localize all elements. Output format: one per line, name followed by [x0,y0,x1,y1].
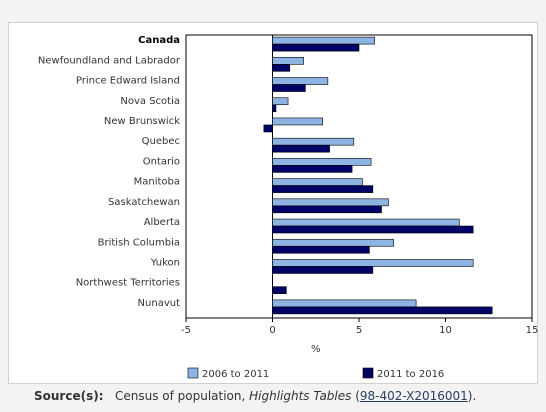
category-label: Canada [138,35,180,46]
legend-swatch [362,367,374,379]
bar-series-1 [272,299,417,308]
source-text: Census of population, [114,389,250,403]
x-tick-label: 0 [269,325,275,336]
source-note: Source(s): Census of population, Highlig… [34,389,540,403]
source-paren-open: ( [351,389,360,403]
legend-label: 2011 to 2016 [377,369,444,380]
category-label: Ontario [143,156,180,167]
category-label: British Columbia [98,237,180,248]
category-label: Nunavut [138,298,181,309]
bar-series-2 [272,165,353,173]
bar-series-2 [272,185,374,193]
bar-series-2 [272,84,306,92]
source-label: Source(s): [34,389,104,403]
legend-swatch [187,367,199,379]
x-tick-label: 15 [526,325,539,336]
bar-series-2 [272,286,287,294]
bar-series-2 [272,43,360,52]
bar-series-1 [272,158,372,166]
category-label: Prince Edward Island [76,76,180,87]
bar-series-1 [272,238,394,247]
plot-area [185,34,533,319]
bar-series-1 [272,137,355,146]
bar-series-1 [272,97,289,106]
bar-series-1 [272,77,329,85]
bar-series-1 [272,218,460,227]
bar-series-1 [272,259,474,267]
x-tick-label: 10 [439,325,452,336]
bar-series-2 [272,266,374,274]
category-label: Nova Scotia [120,96,180,107]
bar-series-2 [263,124,273,133]
category-label: Saskatchewan [108,197,180,208]
x-tick-label: 5 [356,325,362,336]
bar-series-2 [272,104,277,113]
bar-series-2 [272,306,493,315]
bar-series-2 [272,225,474,234]
category-label: New Brunswick [104,116,180,127]
x-tick-label: -5 [181,325,191,336]
category-label: Manitoba [134,177,180,188]
category-label: Newfoundland and Labrador [38,55,181,66]
bar-series-2 [272,205,382,214]
category-label: Northwest Territories [76,278,180,289]
bar-series-1 [272,57,304,65]
bar-series-2 [272,245,370,254]
category-label: Yukon [150,257,180,268]
source-italic-title: Highlights Tables [249,389,352,403]
legend-label: 2006 to 2011 [202,369,269,380]
bar-series-1 [272,178,363,186]
bar-series-1 [272,117,323,126]
bar-series-1 [272,198,389,207]
source-catalogue-link[interactable]: 98-402-X2016001 [359,389,468,403]
bar-series-2 [272,144,330,153]
bar-series-1 [272,36,375,45]
category-label: Quebec [142,136,180,147]
x-axis-title: % [311,344,321,355]
source-paren-close: ). [467,389,477,403]
bar-series-2 [272,64,291,72]
category-label: Alberta [144,217,180,228]
